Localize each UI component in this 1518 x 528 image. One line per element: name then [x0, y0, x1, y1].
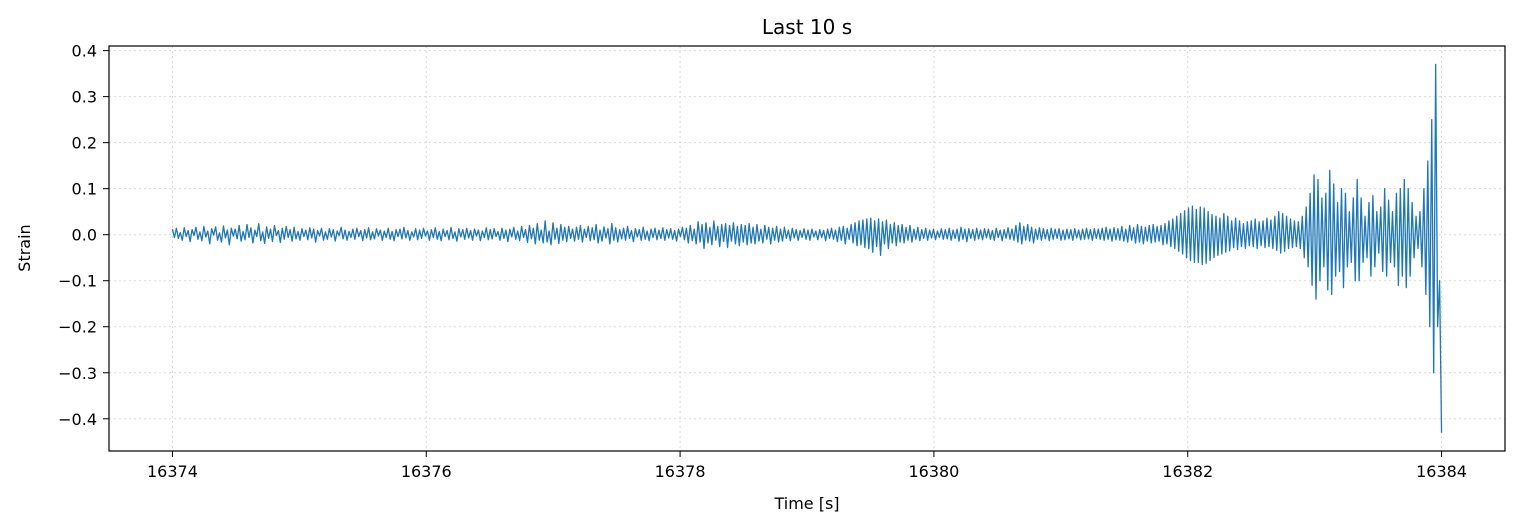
- x-tick-label: 16380: [908, 462, 959, 481]
- x-tick-label: 16382: [1162, 462, 1213, 481]
- x-tick-label: 16374: [147, 462, 198, 481]
- y-axis-ticks: −0.4 −0.3 −0.2 −0.1 0.0 0.1 0.2 0.3 0.4: [58, 42, 109, 429]
- x-tick-label: 16384: [1416, 462, 1467, 481]
- grid-lines: [109, 46, 1505, 451]
- x-tick-label: 16376: [401, 462, 452, 481]
- strain-series-line: [171, 63, 1443, 433]
- plot-frame: [108, 45, 1506, 452]
- series-layer: [171, 63, 1443, 433]
- chart-title: Last 10 s: [762, 15, 852, 39]
- y-tick-label: −0.1: [58, 272, 97, 291]
- y-tick-label: 0.0: [72, 226, 97, 245]
- y-tick-label: −0.4: [58, 410, 97, 429]
- y-axis-label: Strain: [15, 224, 34, 271]
- y-tick-label: 0.2: [72, 134, 97, 153]
- x-tick-label: 16378: [655, 462, 706, 481]
- y-tick-label: 0.3: [72, 88, 97, 107]
- y-tick-label: −0.3: [58, 364, 97, 383]
- y-tick-label: 0.4: [72, 42, 97, 61]
- x-axis-label: Time [s]: [773, 494, 839, 513]
- x-axis-ticks: 16374 16376 16378 16380 16382 16384: [147, 451, 1467, 481]
- y-tick-label: 0.1: [72, 180, 97, 199]
- y-tick-label: −0.2: [58, 318, 97, 337]
